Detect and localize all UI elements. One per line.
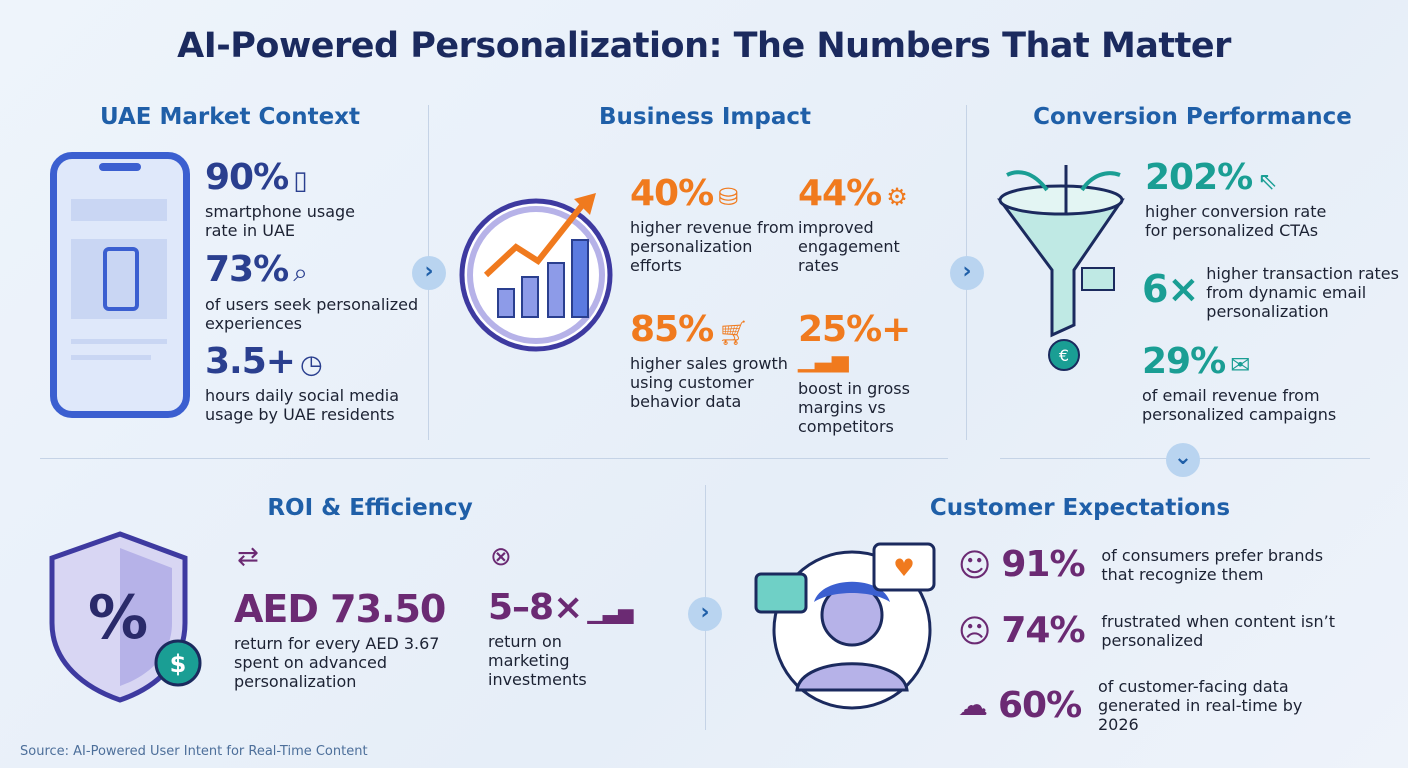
cart-growth-icon: 🛒︎	[718, 319, 749, 347]
stat-business-3: 85% 🛒︎ higher sales growth using custome…	[630, 309, 788, 412]
stat-conversion-3: 29% ✉ of email revenue from personalized…	[1142, 341, 1337, 425]
section-title-uae: UAE Market Context	[100, 104, 360, 130]
svg-text:€: €	[1059, 346, 1069, 365]
svg-text:♥: ♥	[893, 554, 915, 582]
smartphone-illustration	[50, 152, 190, 418]
stat-uae-3: 3.5+ ◷ hours daily social media usage by…	[205, 341, 400, 425]
section-title-conversion: Conversion Performance	[1033, 104, 1352, 130]
email-money-icon: ✉	[1230, 351, 1251, 379]
stat-roi-1: AED 73.50 return for every AED 3.67 spen…	[234, 587, 446, 691]
cloud-clock-icon: ☁	[958, 688, 988, 723]
customer-illustration: ♥	[754, 542, 936, 710]
clock-icon: ◷	[300, 350, 323, 380]
next-arrow: ›	[950, 256, 984, 290]
shield-percent-illustration: % $	[49, 531, 202, 703]
svg-text:%: %	[88, 583, 148, 653]
stat-conversion-2: 6× higher transaction rates from dynamic…	[1142, 264, 1399, 321]
smile-icon: ☺	[958, 546, 992, 584]
stat-business-2: 44% ⚙ improved engagement rates	[798, 173, 908, 276]
bar-growth-icon: ▁▃▅	[798, 348, 849, 373]
bar-growth-icon: ▁▃▅	[587, 600, 634, 624]
cursor-click-icon: ⇖	[1257, 167, 1278, 195]
stat-customer-2: ☹ 74% frustrated when content isn’t pers…	[958, 610, 1335, 651]
cancel-cost-icon: ⊗	[490, 542, 512, 572]
stat-uae-1: 90% ▯ smartphone usage rate in UAE	[205, 157, 356, 241]
next-arrow: ›	[688, 597, 722, 631]
smartphone-icon: ▯	[293, 166, 308, 196]
user-search-icon: ⌕	[293, 258, 308, 288]
coins-growth-icon: ⛁	[718, 183, 739, 211]
section-title-customer: Customer Expectations	[929, 495, 1231, 521]
stat-customer-3: ☁ 60% of customer-facing data generated …	[958, 677, 1303, 734]
section-title-roi: ROI & Efficiency	[267, 495, 473, 521]
frown-icon: ☹	[958, 612, 992, 650]
stat-conversion-1: 202% ⇖ higher conversion rate for person…	[1145, 157, 1327, 241]
divider	[40, 458, 948, 459]
stat-business-1: 40% ⛁ higher revenue from personalizatio…	[630, 173, 795, 276]
growth-chart-illustration	[459, 193, 613, 352]
currency-exchange-icon: ⇄	[237, 542, 259, 572]
stat-customer-1: ☺ 91% of consumers prefer brands that re…	[958, 544, 1324, 585]
svg-text:$: $	[170, 650, 187, 678]
gears-icon: ⚙	[886, 183, 908, 211]
funnel-illustration: €	[997, 165, 1125, 371]
down-arrow: ⌄	[1166, 443, 1200, 477]
stat-uae-2: 73% ⌕ of users seek personalized experie…	[205, 249, 419, 334]
source-note: Source: AI-Powered User Intent for Real-…	[20, 744, 368, 759]
section-title-business: Business Impact	[599, 104, 811, 130]
stat-roi-2: 5–8× ▁▃▅ return on marketing investments	[488, 587, 634, 690]
stat-business-4: 25%+ ▁▃▅ boost in gross margins vs compe…	[798, 309, 911, 437]
next-arrow: ›	[412, 256, 446, 290]
page-title: AI-Powered Personalization: The Numbers …	[177, 26, 1231, 66]
